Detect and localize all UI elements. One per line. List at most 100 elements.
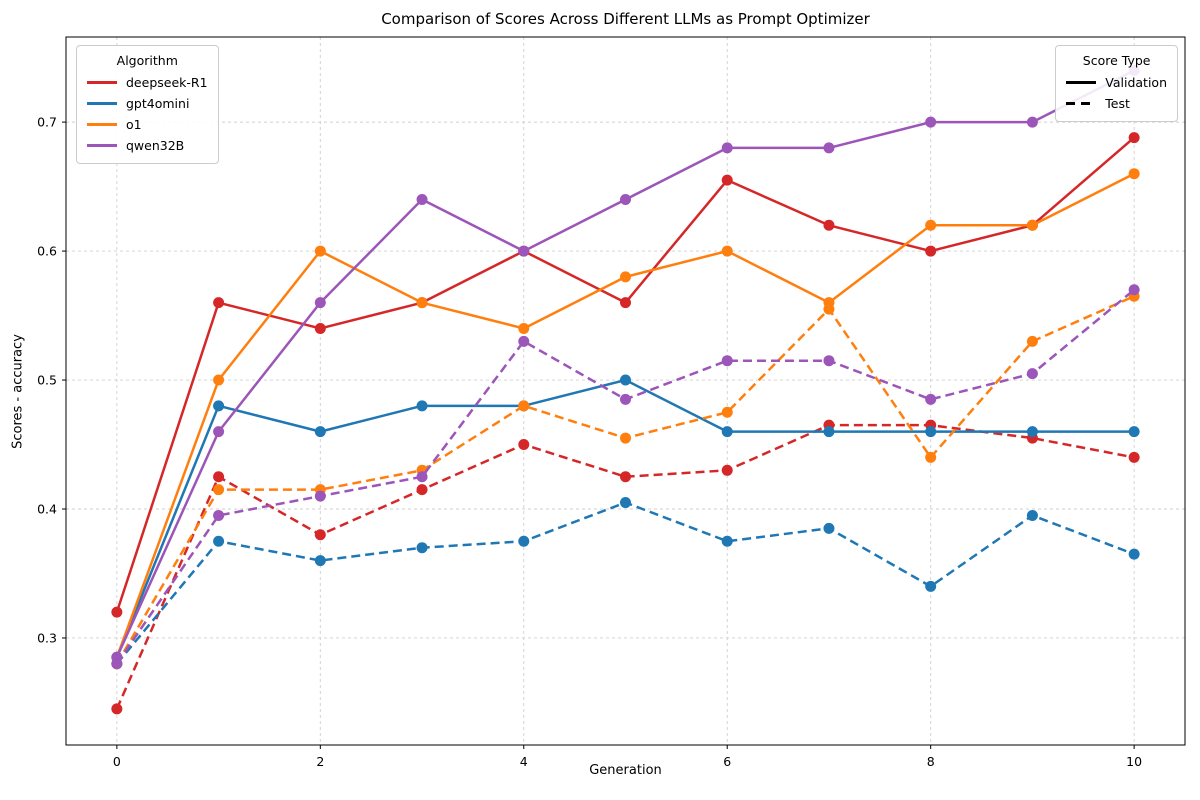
marker-gpt4omini-validation bbox=[721, 426, 733, 438]
marker-deepseek-R1-test bbox=[518, 439, 530, 451]
legend-score-type: Score Type Validation Test bbox=[1055, 45, 1178, 122]
marker-qwen32B-validation bbox=[1026, 116, 1038, 128]
marker-qwen32B-validation bbox=[620, 193, 631, 205]
marker-qwen32B-validation bbox=[213, 426, 225, 438]
marker-gpt4omini-test bbox=[416, 542, 428, 554]
marker-gpt4omini-validation bbox=[213, 400, 225, 412]
marker-deepseek-R1-test bbox=[111, 703, 123, 715]
legend-score-type-title: Score Type bbox=[1082, 53, 1151, 68]
legend-algorithm-title: Algorithm bbox=[116, 53, 178, 68]
marker-deepseek-R1-validation bbox=[314, 322, 326, 334]
series-line-qwen32B-validation bbox=[115, 69, 1135, 658]
marker-qwen32B-validation bbox=[416, 193, 428, 205]
legend-item-label: Test bbox=[1105, 96, 1130, 111]
marker-gpt4omini-test bbox=[518, 535, 530, 547]
marker-o1-validation bbox=[721, 245, 733, 257]
dashed-line-swatch bbox=[1066, 102, 1097, 105]
legend-item-qwen32b: qwen32B bbox=[87, 135, 208, 156]
marker-qwen32B-test bbox=[721, 355, 733, 367]
legend-item-label: Validation bbox=[1105, 75, 1167, 90]
x-tick-label: 10 bbox=[1126, 754, 1142, 769]
marker-deepseek-R1-test bbox=[416, 484, 428, 496]
marker-deepseek-R1-validation bbox=[111, 606, 123, 618]
marker-gpt4omini-validation bbox=[620, 374, 631, 386]
legend-item-label: gpt4omini bbox=[126, 96, 190, 111]
marker-o1-validation bbox=[620, 271, 631, 283]
marker-gpt4omini-validation bbox=[314, 426, 326, 438]
y-tick-label: 0.6 bbox=[37, 244, 57, 259]
marker-deepseek-R1-validation bbox=[721, 174, 733, 186]
marker-deepseek-R1-validation bbox=[925, 245, 937, 257]
x-tick-label: 6 bbox=[723, 754, 731, 769]
marker-o1-validation bbox=[213, 374, 225, 386]
marker-o1-validation bbox=[1128, 168, 1140, 180]
marker-qwen32B-test bbox=[823, 355, 835, 367]
marker-gpt4omini-test bbox=[823, 522, 835, 534]
marker-o1-test bbox=[518, 400, 530, 412]
series-line-deepseek-R1-test bbox=[115, 423, 1135, 710]
legend-algorithm: Algorithm deepseek-R1 gpt4omini o1 qwen32B bbox=[76, 45, 219, 164]
marker-qwen32B-test bbox=[620, 393, 631, 405]
marker-deepseek-R1-validation bbox=[620, 297, 631, 309]
series-line-o1-validation bbox=[115, 172, 1135, 658]
y-tick-label: 0.7 bbox=[37, 115, 57, 130]
marker-qwen32B-test bbox=[314, 490, 326, 502]
legend-item-label: qwen32B bbox=[126, 138, 185, 153]
legend-item-label: deepseek-R1 bbox=[126, 75, 208, 90]
marker-qwen32B-test bbox=[1128, 284, 1140, 296]
legend-item-label: o1 bbox=[126, 117, 142, 132]
marker-qwen32B-validation bbox=[518, 245, 530, 257]
marker-deepseek-R1-test bbox=[721, 464, 733, 476]
legend-item-test: Test bbox=[1066, 93, 1167, 114]
marker-qwen32B-test bbox=[925, 393, 937, 405]
x-tick-label: 2 bbox=[316, 754, 324, 769]
marker-o1-test bbox=[721, 406, 733, 418]
marker-qwen32B-test bbox=[213, 509, 225, 521]
series-line-gpt4omini-validation bbox=[115, 378, 1135, 658]
marker-qwen32B-validation bbox=[823, 142, 835, 154]
marker-qwen32B-validation bbox=[721, 142, 733, 154]
marker-deepseek-R1-test bbox=[314, 529, 326, 541]
line-swatch bbox=[87, 144, 117, 147]
marker-deepseek-R1-test bbox=[1128, 451, 1140, 463]
x-tick-label: 8 bbox=[927, 754, 935, 769]
chart-title: Comparison of Scores Across Different LL… bbox=[381, 10, 870, 28]
line-swatch bbox=[87, 123, 117, 126]
marker-o1-test bbox=[925, 451, 937, 463]
marker-qwen32B-test bbox=[1026, 368, 1038, 380]
plot-frame bbox=[65, 36, 1186, 746]
marker-gpt4omini-test bbox=[620, 497, 631, 509]
x-tick-label: 0 bbox=[113, 754, 121, 769]
y-axis-label: Scores - accuracy bbox=[10, 334, 26, 449]
marker-o1-test bbox=[213, 484, 225, 496]
marker-gpt4omini-test bbox=[925, 580, 937, 592]
marker-o1-test bbox=[823, 303, 835, 315]
marker-gpt4omini-validation bbox=[416, 400, 428, 412]
marker-gpt4omini-validation bbox=[823, 426, 835, 438]
marker-qwen32B-test bbox=[518, 335, 530, 347]
marker-gpt4omini-test bbox=[314, 555, 326, 567]
series-line-gpt4omini-test bbox=[115, 501, 1135, 665]
line-swatch bbox=[87, 102, 117, 105]
marker-deepseek-R1-validation bbox=[1128, 132, 1140, 144]
marker-qwen32B-validation bbox=[925, 116, 937, 128]
legend-item-deepseek-r1: deepseek-R1 bbox=[87, 72, 208, 93]
marker-deepseek-R1-test bbox=[213, 471, 225, 483]
legend-item-gpt4omini: gpt4omini bbox=[87, 93, 208, 114]
marker-o1-validation bbox=[314, 245, 326, 257]
legend-item-validation: Validation bbox=[1066, 72, 1167, 93]
marker-deepseek-R1-test bbox=[620, 471, 631, 483]
marker-gpt4omini-test bbox=[1026, 509, 1038, 521]
line-swatch bbox=[1066, 81, 1097, 84]
marker-o1-validation bbox=[1026, 219, 1038, 231]
marker-o1-validation bbox=[416, 297, 428, 309]
y-tick-label: 0.5 bbox=[37, 373, 57, 388]
y-tick-label: 0.3 bbox=[37, 630, 57, 645]
marker-o1-test bbox=[620, 432, 631, 444]
y-tick-label: 0.4 bbox=[37, 502, 57, 517]
legend-item-o1: o1 bbox=[87, 114, 208, 135]
marker-gpt4omini-test bbox=[213, 535, 225, 547]
marker-o1-test bbox=[1026, 335, 1038, 347]
